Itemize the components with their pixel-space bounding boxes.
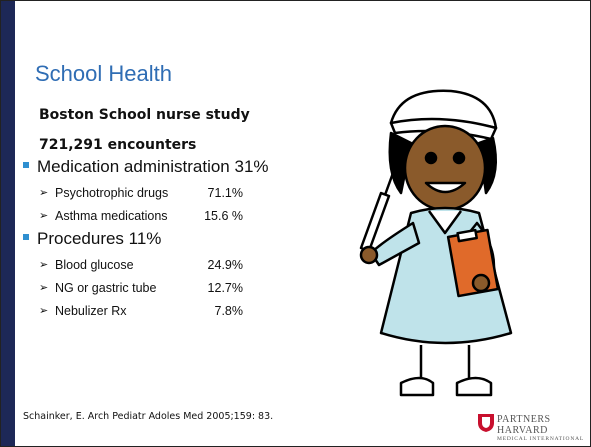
item-label: Blood glucose xyxy=(55,254,187,277)
logo-line: MEDICAL INTERNATIONAL xyxy=(497,436,590,442)
item-value: 71.1% xyxy=(187,182,243,205)
citation: Schainker, E. Arch Pediatr Adoles Med 20… xyxy=(23,411,273,422)
item-label: Asthma medications xyxy=(55,205,187,228)
logo: PARTNERS HARVARD MEDICAL INTERNATIONAL xyxy=(497,414,590,442)
bullet: Procedures 11% xyxy=(21,228,281,250)
logo-shield xyxy=(477,413,495,433)
item-value: 7.8% xyxy=(187,300,243,323)
item-value: 24.9% xyxy=(187,254,243,277)
slide-title: School Health xyxy=(35,61,172,87)
side-bar xyxy=(1,1,15,446)
encounters: 721,291 encounters xyxy=(39,137,196,153)
item-value: 12.7% xyxy=(187,277,243,300)
nurse-illustration xyxy=(341,83,561,408)
item-label: Psychotrophic drugs xyxy=(55,182,187,205)
slide: School Health Boston School nurse study … xyxy=(0,0,591,447)
item-label: Nebulizer Rx xyxy=(55,300,187,323)
subtitle: Boston School nurse study xyxy=(39,107,250,123)
logo-line: PARTNERS HARVARD xyxy=(497,414,590,436)
bullet-list: Medication administration 31% Psychotroph… xyxy=(21,156,281,323)
sub-bullet: Nebulizer Rx7.8% xyxy=(21,300,281,323)
item-value: 15.6 % xyxy=(187,205,243,228)
item-label: NG or gastric tube xyxy=(55,277,187,300)
bullet: Medication administration 31% xyxy=(21,156,281,178)
